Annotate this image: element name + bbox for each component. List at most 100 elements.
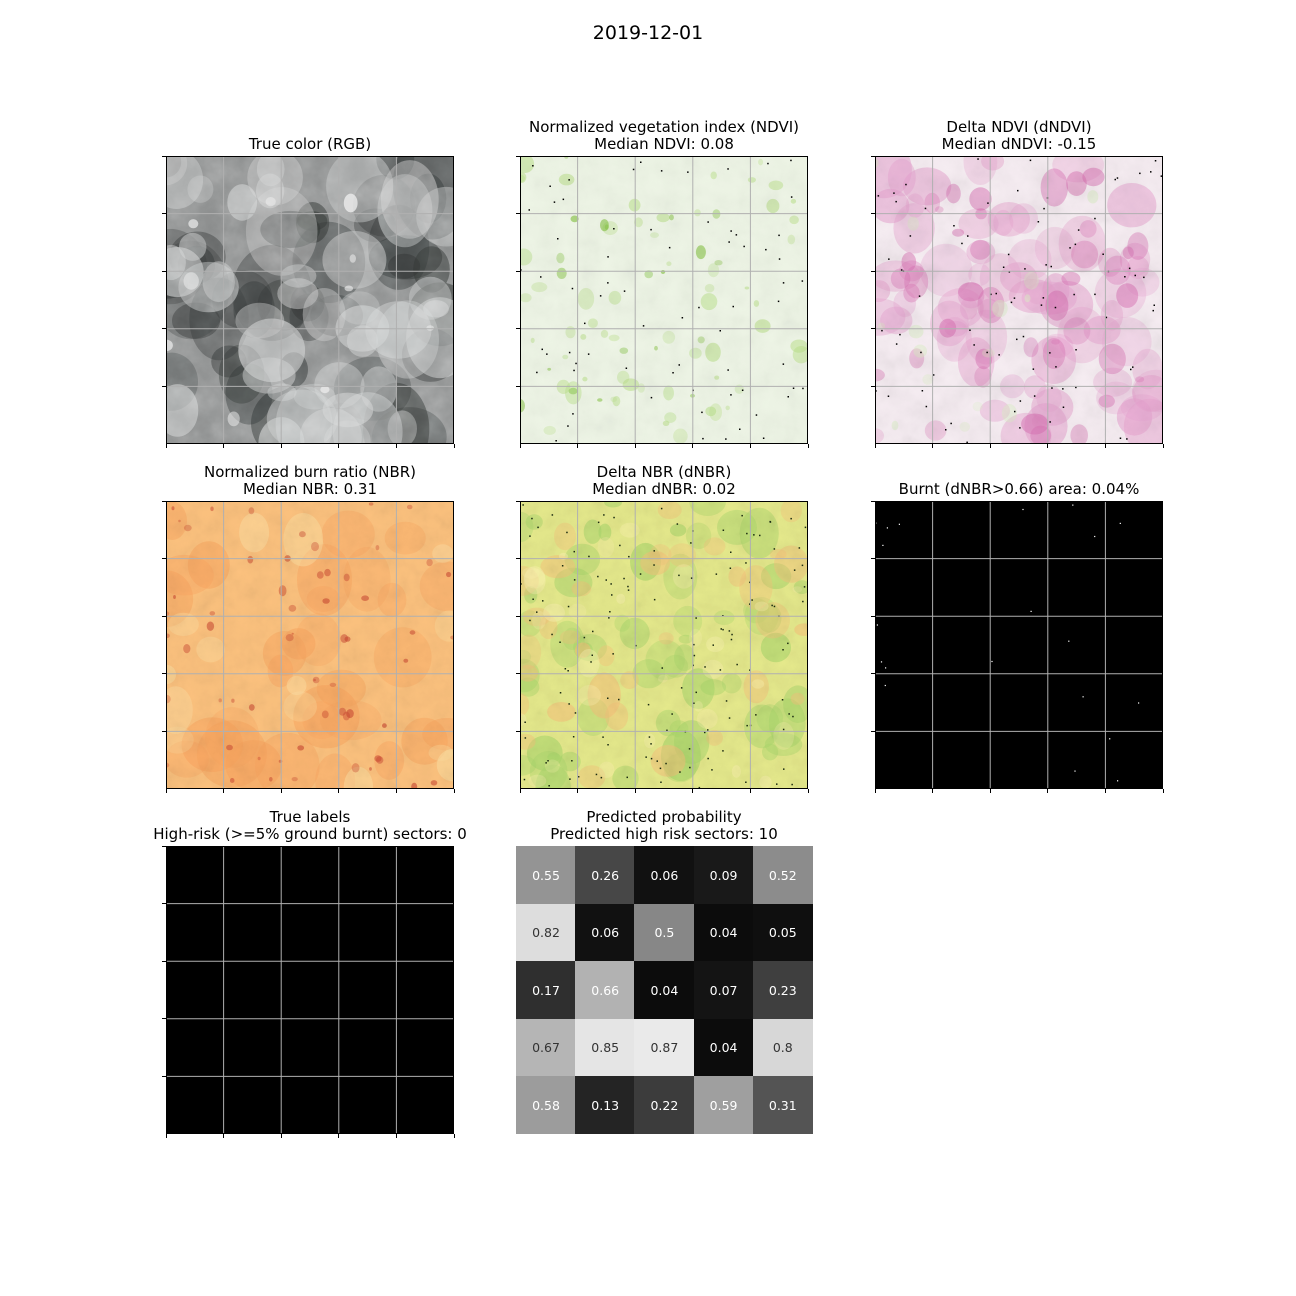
rgb-xtick [395,444,397,448]
probability-cell: 0.31 [752,1076,813,1135]
labels-svg [166,846,454,1134]
probability-cell: 0.82 [516,903,576,962]
burnt-base [875,501,1163,789]
ndvi-xtick [519,444,521,448]
nbr-grid [166,501,454,789]
burnt-ytick [871,615,875,617]
labels-image-panel [166,846,454,1134]
burnt-ytick [871,500,875,502]
probability-cell: 0.87 [634,1018,695,1077]
nbr-title: Normalized burn ratio (NBR) Median NBR: … [130,464,490,498]
probability-cell: 0.07 [693,961,754,1020]
labels-xtick [453,1134,455,1138]
burnt-xtick [932,789,934,793]
dndvi-title-line2: Median dNDVI: -0.15 [941,135,1097,153]
probability-cell: 0.17 [516,961,576,1020]
ndvi-noise [520,156,808,444]
probability-cell: 0.59 [693,1076,754,1135]
rgb-ytick [162,270,166,272]
probability-cell: 0.09 [693,846,754,904]
dndvi-ytick [871,213,875,215]
ndvi-ytick [516,213,520,215]
labels-grid [166,846,454,1134]
labels-xtick [395,1134,397,1138]
labels-base [166,846,454,1134]
dnbr-ytick [516,673,520,675]
rgb-ytick [162,328,166,330]
labels-ytick [162,845,166,847]
dndvi-title: Delta NDVI (dNDVI) Median dNDVI: -0.15 [875,119,1163,153]
nbr-title-line1: Normalized burn ratio (NBR) [203,463,417,481]
ndvi-xtick [692,444,694,448]
dndvi-black-specks [875,158,1163,444]
ndvi-ytick [516,155,520,157]
dndvi-xtick [874,444,876,448]
rgb-xtick [165,444,167,448]
ndvi-black-specks [520,159,804,442]
probability-cell: 0.13 [575,1076,636,1135]
rgb-title: True color (RGB) [166,136,454,153]
dndvi-noise [875,156,1163,444]
burnt-grid [875,501,1163,789]
rgb-title-line1: True color (RGB) [248,135,372,153]
dnbr-title: Delta NBR (dNBR) Median dNBR: 0.02 [520,464,808,498]
burnt-ytick [871,673,875,675]
burnt-xtick [874,789,876,793]
probability-cell: 0.06 [575,903,636,962]
prob-title-line2: Predicted high risk sectors: 10 [550,825,778,843]
ndvi-title-line2: Median NDVI: 0.08 [594,135,734,153]
figure-title: 2019-12-01 [592,22,704,44]
rgb-svg [166,156,454,444]
burnt-title-line1: Burnt (dNBR>0.66) area: 0.04% [898,480,1140,498]
labels-xtick [338,1134,340,1138]
nbr-ytick [162,673,166,675]
ndvi-title-line1: Normalized vegetation index (NDVI) [529,118,799,136]
burnt-white-specks [875,504,1140,782]
ndvi-title: Normalized vegetation index (NDVI) Media… [484,119,844,153]
burnt-xtick [1047,789,1049,793]
dndvi-ytick [871,155,875,157]
probability-heatmap: 0.55 0.26 0.06 0.09 0.52 0.82 0.06 0.5 0.04 0.05 0… [516,846,813,1135]
labels-xtick [223,1134,225,1138]
rgb-grid [166,156,454,444]
dndvi-title-line1: Delta NDVI (dNDVI) [946,118,1092,136]
labels-ytick [162,903,166,905]
dnbr-grid [520,501,808,789]
dnbr-title-line2: Median dNBR: 0.02 [592,480,736,498]
dnbr-image-panel [520,501,808,789]
probability-cell: 0.26 [575,846,636,904]
dndvi-svg [875,156,1163,444]
probability-cell: 0.06 [634,846,695,904]
nbr-xtick [453,789,455,793]
dnbr-ytick [516,730,520,732]
dndvi-xtick [932,444,934,448]
rgb-ytick [162,213,166,215]
nbr-ytick [162,558,166,560]
nbr-ytick [162,500,166,502]
dnbr-svg [520,501,808,789]
probability-cell: 0.66 [575,961,636,1020]
ndvi-svg [520,156,808,444]
nbr-ytick [162,615,166,617]
probability-cell: 0.04 [693,903,754,962]
labels-title: True labels High-risk (>=5% ground burnt… [130,809,490,843]
burnt-title: Burnt (dNBR>0.66) area: 0.04% [855,481,1183,498]
burnt-svg [875,501,1163,789]
dnbr-noise [520,501,808,789]
probability-cell: 0.5 [634,903,695,962]
dnbr-ytick [516,558,520,560]
labels-ytick [162,960,166,962]
burnt-ytick [871,730,875,732]
probability-cell: 0.05 [752,903,813,962]
rgb-ytick [162,385,166,387]
burnt-xtick [1104,789,1106,793]
dnbr-xtick [634,789,636,793]
nbr-xtick [223,789,225,793]
ndvi-image-panel [520,156,808,444]
ndvi-xtick [577,444,579,448]
dnbr-title-line1: Delta NBR (dNBR) [596,463,732,481]
ndvi-ytick [516,385,520,387]
labels-title-line1: True labels [269,808,351,826]
probability-cell: 0.67 [516,1018,576,1077]
dnbr-xtick [749,789,751,793]
